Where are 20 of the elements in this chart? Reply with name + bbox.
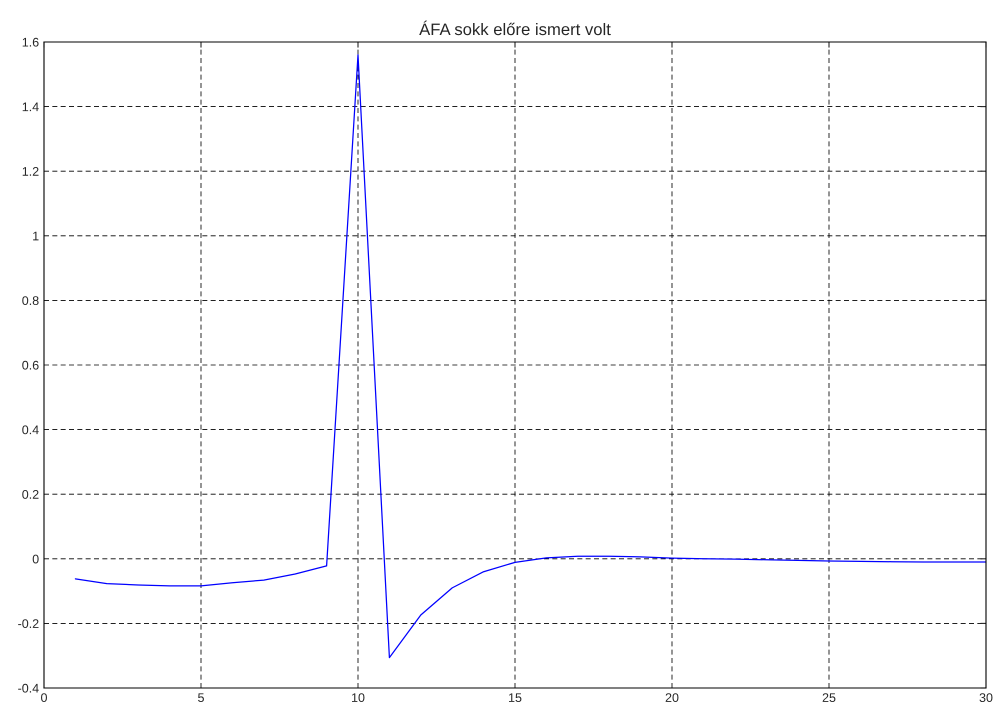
y-tick-label: 1.6: [22, 38, 39, 47]
y-tick-label: 0: [32, 554, 39, 564]
y-tick-label: -0.2: [18, 619, 39, 628]
y-tick-label: 0.4: [22, 425, 39, 434]
y-tick-label: 0.6: [22, 360, 39, 370]
y-tick-label: 1: [33, 232, 39, 240]
y-tick-label: 0.8: [22, 296, 39, 306]
y-tick-label: 1.4: [22, 102, 39, 112]
y-tick-label: 1.2: [22, 167, 39, 176]
chart-title: ÁFA sokk előre ismert volt: [419, 20, 611, 36]
x-tick-label: 20: [666, 693, 678, 702]
x-tick-label: 25: [822, 693, 836, 702]
line-series: [74, 54, 986, 658]
y-tick-label: 0.2: [22, 490, 39, 499]
x-tick-label: 5: [198, 693, 204, 702]
x-tick-label: 30: [980, 693, 992, 702]
y-tick-label: -0.4: [18, 684, 39, 693]
x-tick-label: 10: [352, 693, 364, 702]
x-tick-label: 0: [41, 693, 47, 702]
x-tick-label: 15: [509, 693, 522, 702]
